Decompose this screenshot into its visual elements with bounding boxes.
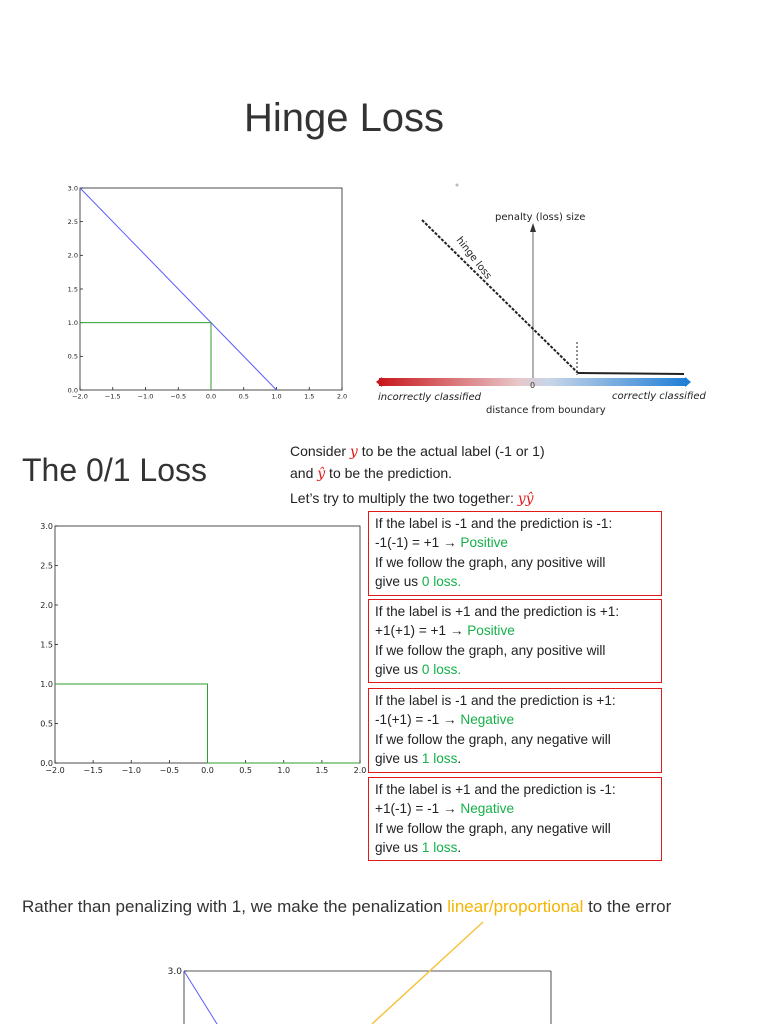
x-tick-label: 1.0 <box>277 766 290 775</box>
intro-text: Consider y to be the actual label (-1 or… <box>290 441 545 510</box>
intro-line-3: Let’s try to multiply the two together: … <box>290 490 534 507</box>
y-tick-label: 2.5 <box>40 561 53 570</box>
y-tick-label: 2.5 <box>68 218 78 226</box>
y-tick-label: 1.0 <box>40 680 53 689</box>
y-tick-label: 0.5 <box>68 353 78 361</box>
y-tick-label: 2.0 <box>40 601 53 610</box>
intro-line-1: Consider y to be the actual label (-1 or… <box>290 443 545 460</box>
series-line <box>55 683 360 764</box>
x-tick-label: −2.0 <box>45 766 64 775</box>
y-tick-label: 3.0 <box>68 184 78 192</box>
series-line <box>183 970 218 1024</box>
classification-gradient-bar <box>379 378 687 386</box>
y-tick-label: 0.5 <box>40 719 53 728</box>
y-tick-label: 2.0 <box>68 252 78 260</box>
x-tick-label: 0.5 <box>239 393 249 401</box>
y-tick-label: 3.0 <box>40 522 53 531</box>
y-tick-label: 1.5 <box>40 640 53 649</box>
right-arrow-icon <box>685 377 691 387</box>
x-tick-label: 1.5 <box>316 766 329 775</box>
intro-line-2: and ŷ to be the prediction. <box>290 465 453 482</box>
page-title: Hinge Loss <box>243 96 445 140</box>
zero-one-loss-chart: 0.0 0.5 1.0 1.5 2.0 2.5 3.0 −2.0 −1.5 −1.0 −0.5 0.0… <box>40 522 366 775</box>
hinge-loss-chart: 0.0 0.5 1.0 1.5 2.0 2.5 3.0 −2.0 −1.5 −1.0 −0.5 0.0… <box>68 184 348 400</box>
x-tick-label: −2.0 <box>72 393 88 401</box>
series-line <box>79 187 277 391</box>
x-tick-label: 1.0 <box>271 393 281 401</box>
penalty-axis-label: penalty (loss) size <box>495 212 585 223</box>
dot-mark <box>455 183 459 187</box>
x-tick-label: 0.5 <box>239 766 252 775</box>
y-tick-label: 0.0 <box>40 759 53 768</box>
case-box: If the label is -1 and the prediction is… <box>368 511 662 596</box>
axis-arrow-icon <box>530 223 536 232</box>
incorrectly-classified-label: incorrectly classified <box>378 392 482 403</box>
x-tick-label: −0.5 <box>170 393 186 401</box>
x-tick-label: 0.0 <box>201 766 214 775</box>
hinge-curve-label: hinge loss <box>454 235 494 282</box>
hinge-flat <box>577 372 685 375</box>
left-arrow-icon <box>376 377 382 387</box>
x-tick-label: 2.0 <box>354 766 367 775</box>
section-title: The 0/1 Loss <box>22 452 207 488</box>
x-tick-label: 0.0 <box>206 393 216 401</box>
y-tick-label: 1.5 <box>68 285 78 293</box>
y-tick-label: 3.0 <box>168 967 183 977</box>
x-tick-label: −0.5 <box>160 766 179 775</box>
hinge-diagram: penalty (loss) size hinge loss 0 incorre… <box>376 183 707 416</box>
x-tick-label: −1.5 <box>83 766 102 775</box>
x-tick-label: 2.0 <box>337 393 347 401</box>
case-box: If the label is -1 and the prediction is… <box>368 688 662 773</box>
x-tick-label: −1.0 <box>122 766 141 775</box>
series-line <box>80 322 212 390</box>
annotation-pointer <box>371 921 484 1024</box>
x-tick-label: −1.0 <box>138 393 154 401</box>
y-tick-label: 0.0 <box>68 386 78 394</box>
case-box: If the label is +1 and the prediction is… <box>368 777 662 861</box>
hinge-curve <box>421 219 579 374</box>
origin-label: 0 <box>530 381 535 390</box>
x-tick-label: −1.5 <box>105 393 121 401</box>
case-box: If the label is +1 and the prediction is… <box>368 599 662 683</box>
bottom-hinge-chart: 3.02.5 <box>168 967 552 1024</box>
correctly-classified-label: correctly classified <box>612 391 707 402</box>
y-tick-label: 1.0 <box>68 319 78 327</box>
distance-label: distance from boundary <box>486 405 606 416</box>
bottom-statement: Rather than penalizing with 1, we make t… <box>22 897 672 916</box>
x-tick-label: 1.5 <box>304 393 314 401</box>
